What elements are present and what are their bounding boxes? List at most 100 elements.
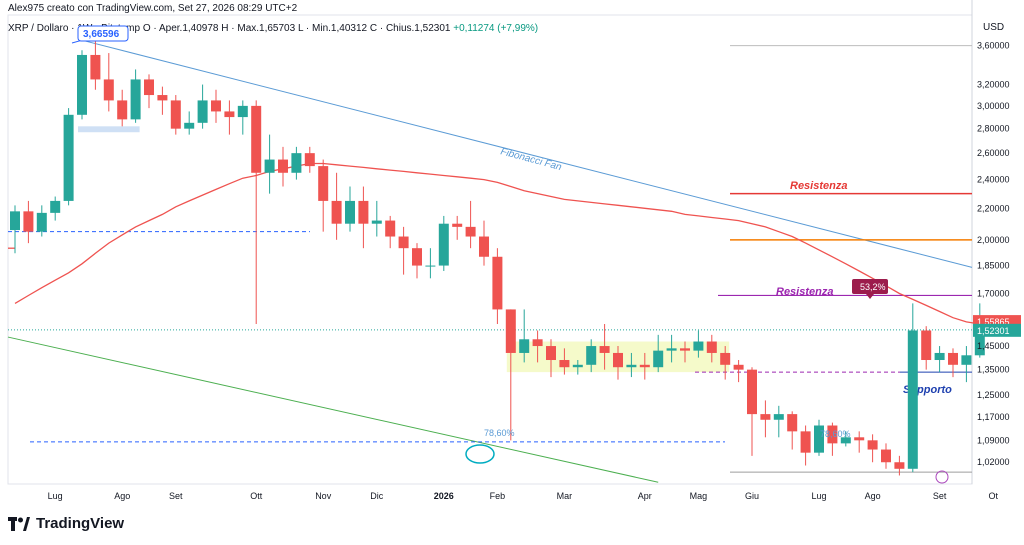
candle-body <box>572 364 583 368</box>
candle-body <box>264 159 275 173</box>
fib-label-right: 78,60% <box>820 429 851 439</box>
candle-body <box>720 352 731 365</box>
candle-body <box>626 364 637 368</box>
candle-body <box>546 346 556 361</box>
y-tick-label: 2,00000 <box>977 235 1010 245</box>
candle-body <box>157 95 168 101</box>
candle-body <box>706 341 717 353</box>
fibonacci-fan-label: Fibonacci Fan <box>499 146 563 173</box>
highlight-range <box>78 126 140 133</box>
candle-body <box>653 350 664 368</box>
candle-body <box>814 425 824 453</box>
candle-body <box>827 425 838 444</box>
price-tag-red-label: 1,55865 <box>977 317 1010 327</box>
candle-body <box>599 346 610 353</box>
candle-body <box>586 346 597 365</box>
brand-logo: TradingView <box>8 515 124 532</box>
candle-body <box>907 330 918 469</box>
price-tag-last-label: 1,52301 <box>977 326 1010 336</box>
candle-body <box>224 111 235 118</box>
candle-body <box>854 437 865 441</box>
candle-body <box>519 339 530 353</box>
candle-body <box>385 220 396 237</box>
candle-body <box>371 220 382 224</box>
chart-caption: Alex975 creato con TradingView.com, Set … <box>8 3 298 14</box>
legend-change: +0,11274 (+7,99%) <box>453 23 539 34</box>
y-tick-label: 1,45000 <box>977 341 1010 351</box>
candle-body <box>532 339 543 347</box>
candle-body <box>559 360 570 368</box>
candle-body <box>666 348 677 351</box>
x-tick-label: Mag <box>690 491 708 501</box>
candle-body <box>760 414 771 420</box>
candle-body <box>318 166 329 201</box>
candle-body <box>492 256 503 310</box>
y-tick-label: 1,17000 <box>977 412 1010 422</box>
candle-body <box>304 153 315 167</box>
percent-badge <box>852 279 888 294</box>
candle-body <box>881 449 891 463</box>
candle-body <box>840 437 851 444</box>
candle-body <box>10 211 20 231</box>
candle-body <box>130 79 141 120</box>
highlight-circle <box>465 444 495 464</box>
x-tick-label: Mar <box>557 491 573 501</box>
y-tick-label: 3,60000 <box>977 41 1010 51</box>
candle-body <box>934 352 945 361</box>
y-tick-label: 1,09000 <box>977 435 1010 445</box>
x-tick-label: Ago <box>114 491 130 501</box>
price-tag-last <box>973 323 1021 337</box>
candle-body <box>144 79 154 96</box>
candle-body <box>961 355 972 365</box>
candle-body <box>693 341 704 351</box>
y-tick-label: 2,40000 <box>977 175 1010 185</box>
candle-body <box>211 100 221 112</box>
x-tick-label: Set <box>933 491 947 501</box>
y-tick-label: 1,85000 <box>977 261 1010 271</box>
moving-average-line <box>14 162 980 325</box>
fibonacci-fan-line <box>81 39 973 268</box>
candle-body <box>278 159 288 173</box>
candle-body <box>237 105 248 118</box>
candle-body <box>103 79 114 101</box>
candle-body <box>948 352 958 365</box>
y-tick-label: 2,20000 <box>977 203 1010 213</box>
x-tick-label: Ago <box>865 491 881 501</box>
brand-name: TradingView <box>36 515 125 532</box>
candle-body <box>358 200 369 224</box>
currency-label: USD <box>983 22 1005 33</box>
resistance-red-label: Resistenza <box>790 180 847 192</box>
candle-body <box>170 100 181 129</box>
candle-body <box>974 330 985 356</box>
candle-body <box>184 122 195 129</box>
y-tick-label: 1,70000 <box>977 289 1010 299</box>
resistance-purple-label: Resistenza <box>776 286 833 298</box>
candle-body <box>425 265 436 267</box>
y-tick-label: 2,60000 <box>977 148 1010 158</box>
high-marker-label: 3,66596 <box>83 29 120 40</box>
candle-body <box>345 200 355 224</box>
x-tick-label: Ott <box>250 491 263 501</box>
x-tick-label: 2026 <box>434 491 454 501</box>
x-tick-label: Giu <box>745 491 759 501</box>
x-tick-label: Ot <box>988 491 998 501</box>
y-tick-label: 2,80000 <box>977 124 1010 134</box>
candle-body <box>77 54 87 115</box>
candle-body <box>787 414 798 432</box>
candle-body <box>921 330 932 361</box>
candle-body <box>251 105 262 173</box>
percent-badge-pointer <box>866 294 874 299</box>
candle-body <box>479 236 489 257</box>
candle-body <box>465 226 476 237</box>
candle-body <box>747 369 757 415</box>
y-tick-label: 3,00000 <box>977 101 1010 111</box>
candle-body <box>894 462 905 469</box>
candle-body <box>50 200 61 213</box>
candle-body <box>452 223 463 227</box>
x-tick-label: Set <box>169 491 183 501</box>
x-tick-label: Apr <box>638 491 652 501</box>
candle-body <box>773 414 784 420</box>
fib-label-left: 78,60% <box>484 428 515 438</box>
candle-body <box>63 114 74 201</box>
